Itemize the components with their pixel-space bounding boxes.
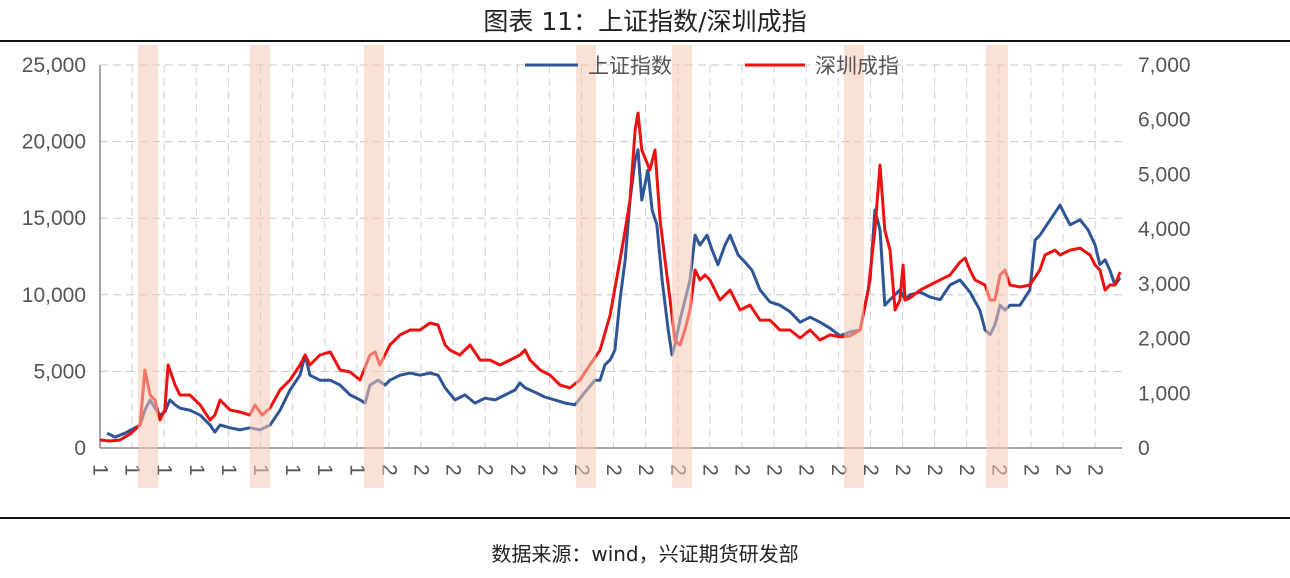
x-tick-label: 2 (827, 464, 850, 476)
legend-label: 上证指数 (588, 54, 672, 78)
y-left-tick-label: 0 (74, 437, 86, 460)
x-tick-label: 2 (634, 464, 657, 476)
y-left-tick-label: 20,000 (22, 131, 86, 154)
legend-label: 深圳成指 (815, 54, 899, 78)
x-tick-label: 1 (121, 464, 144, 476)
x-tick-label: 2 (955, 464, 978, 476)
x-tick-label: 2 (891, 464, 914, 476)
shaded-period (137, 45, 159, 488)
chart-title: 图表 11：上证指数/深圳成指 (483, 7, 807, 36)
x-tick-label: 2 (763, 464, 786, 476)
shaded-period (363, 45, 385, 488)
y-right-tick-label: 3,000 (1138, 273, 1191, 296)
top-rule (0, 40, 1290, 42)
data-source: 数据来源：wind，兴证期货研发部 (491, 542, 799, 566)
y-left-tick-label: 15,000 (22, 207, 86, 230)
x-tick-label: 2 (698, 464, 721, 476)
x-tick-label: 1 (313, 464, 336, 476)
y-right-tick-label: 5,000 (1138, 163, 1191, 186)
x-tick-label: 2 (474, 464, 497, 476)
y-right-tick-label: 7,000 (1138, 54, 1191, 77)
bottom-rule (0, 517, 1290, 519)
y-left-tick-label: 5,000 (33, 360, 86, 383)
shaded-period (249, 45, 271, 488)
y-right-tick-label: 2,000 (1138, 328, 1191, 351)
shaded-period (672, 45, 692, 488)
x-tick-label: 2 (1052, 464, 1075, 476)
y-right-tick-label: 4,000 (1138, 218, 1191, 241)
shaded-period (985, 45, 1009, 488)
y-left-tick-label: 25,000 (22, 54, 86, 77)
x-tick-label: 2 (731, 464, 754, 476)
x-tick-label: 1 (281, 464, 304, 476)
x-tick-label: 1 (153, 464, 176, 476)
y-right-tick-label: 6,000 (1138, 109, 1191, 132)
x-tick-label: 1 (217, 464, 240, 476)
x-tick-label: 2 (602, 464, 625, 476)
x-tick-label: 2 (538, 464, 561, 476)
x-tick-label: 2 (795, 464, 818, 476)
series-line-shanghai (106, 148, 1122, 439)
x-tick-label: 2 (1019, 464, 1042, 476)
shaded-period (576, 45, 596, 488)
x-tick-label: 2 (859, 464, 882, 476)
y-right-tick-label: 1,000 (1138, 382, 1191, 405)
x-tick-label: 2 (410, 464, 433, 476)
x-tick-label: 2 (506, 464, 529, 476)
x-tick-label: 1 (185, 464, 208, 476)
x-tick-label: 2 (442, 464, 465, 476)
y-left-tick-label: 10,000 (22, 284, 86, 307)
x-tick-label: 2 (377, 464, 400, 476)
x-tick-label: 2 (1084, 464, 1107, 476)
x-tick-label: 1 (89, 464, 112, 476)
shaded-period (844, 45, 864, 488)
y-right-tick-label: 0 (1138, 437, 1150, 460)
x-tick-label: 1 (345, 464, 368, 476)
x-tick-label: 2 (923, 464, 946, 476)
